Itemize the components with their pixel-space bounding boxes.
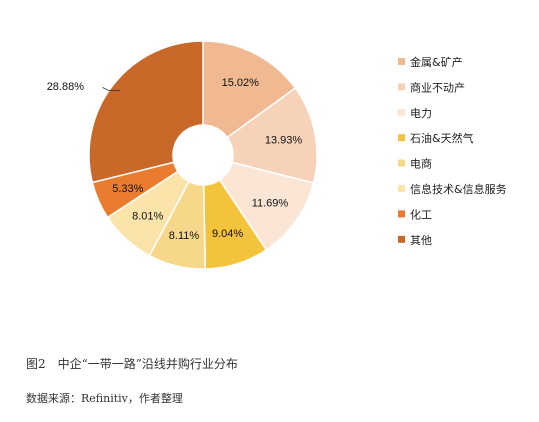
slice-label-group: 15.02% 13.93% 11.69% 9.04% 8.11% 8.01% 5.33% 28… [47,77,303,242]
slice-label-5: 8.11% [169,230,200,242]
slice-group [88,40,318,270]
slice-label-4: 9.04% [212,228,243,240]
legend-swatch-1 [398,58,405,65]
legend-label-3: 电力 [410,107,432,120]
slice-label-7: 5.33% [112,183,143,195]
legend-swatch-6 [398,185,405,192]
slice-8 [88,40,204,184]
figure-caption: 图2 中企“一带一路”沿线并购行业分布 [26,357,238,371]
legend-swatch-4 [398,134,405,142]
slice-label-1: 15.02% [222,77,260,89]
callout-leader-line [102,87,121,91]
slice-label-8: 28.88% [47,81,85,93]
legend-label-1: 金属&矿产 [410,55,463,69]
legend-swatch-2 [398,83,405,91]
slice-label-3: 11.69% [252,197,289,209]
slice-3 [218,161,315,251]
legend-label-4: 石油&天然气 [410,131,474,145]
slice-2 [226,87,318,184]
slice-label-6: 8.01% [132,211,163,223]
legend-swatch-7 [398,210,405,218]
legend-swatch-3 [398,108,405,116]
source-note: 数据来源：Refinitiv，作者整理 [26,392,183,405]
slice-1 [202,40,297,139]
legend-label-2: 商业不动产 [410,80,465,94]
legend-swatch-8 [398,235,405,243]
legend-label-5: 电商 [410,157,432,171]
slice-label-2: 13.93% [265,135,303,147]
legend-label-7: 化工 [410,207,432,221]
donut-chart: 15.02% 13.93% 11.69% 9.04% 8.11% 8.01% 5.33% 28… [47,40,507,270]
legend-label-6: 信息技术&信息服务 [410,182,507,196]
legend-swatch-5 [398,159,405,167]
legend-label-8: 其他 [410,234,432,247]
